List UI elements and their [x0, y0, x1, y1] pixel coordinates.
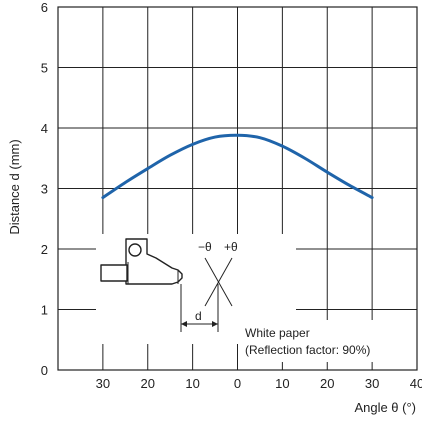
x-tick-label: 30: [365, 376, 379, 391]
x-tick-label: 10: [185, 376, 199, 391]
series-line-distance: [101, 133, 374, 200]
x-tick-label: 20: [141, 376, 155, 391]
y-tick-label: 4: [41, 121, 48, 136]
plus-theta-label: +θ: [224, 240, 238, 254]
x-tick-label: 10: [275, 376, 289, 391]
d-arrow-left: [181, 321, 187, 327]
y-tick-labels: 0 1 2 3 4 5 6: [41, 0, 48, 378]
y-tick-label: 6: [41, 0, 48, 15]
y-tick-label: 0: [41, 363, 48, 378]
x-tick-label: 40: [410, 376, 422, 391]
minus-theta-label: −θ: [198, 240, 212, 254]
series-layer: [101, 133, 374, 200]
sensor-cable: [100, 264, 128, 282]
y-tick-label: 5: [41, 61, 48, 76]
note-background: [240, 320, 408, 362]
y-tick-label: 3: [41, 182, 48, 197]
x-tick-label: 0: [234, 376, 241, 391]
y-tick-label: 2: [41, 242, 48, 257]
d-label: d: [195, 309, 202, 323]
x-tick-label: 30: [96, 376, 110, 391]
x-axis-label: Angle θ (°): [354, 400, 416, 415]
paper-note-line2: (Reflection factor: 90%): [245, 343, 370, 357]
sensor-mounting-hole: [128, 243, 142, 257]
y-axis-label: Distance d (mm): [7, 139, 22, 234]
y-tick-label: 1: [41, 303, 48, 318]
d-arrow-right: [212, 321, 218, 327]
x-tick-labels: 30 20 10 0 10 20 30 40: [96, 376, 422, 391]
x-tick-label: 20: [320, 376, 334, 391]
paper-note-line1: White paper: [245, 326, 310, 340]
angle-line-right: [204, 257, 233, 307]
plot-frame: [57, 6, 418, 371]
